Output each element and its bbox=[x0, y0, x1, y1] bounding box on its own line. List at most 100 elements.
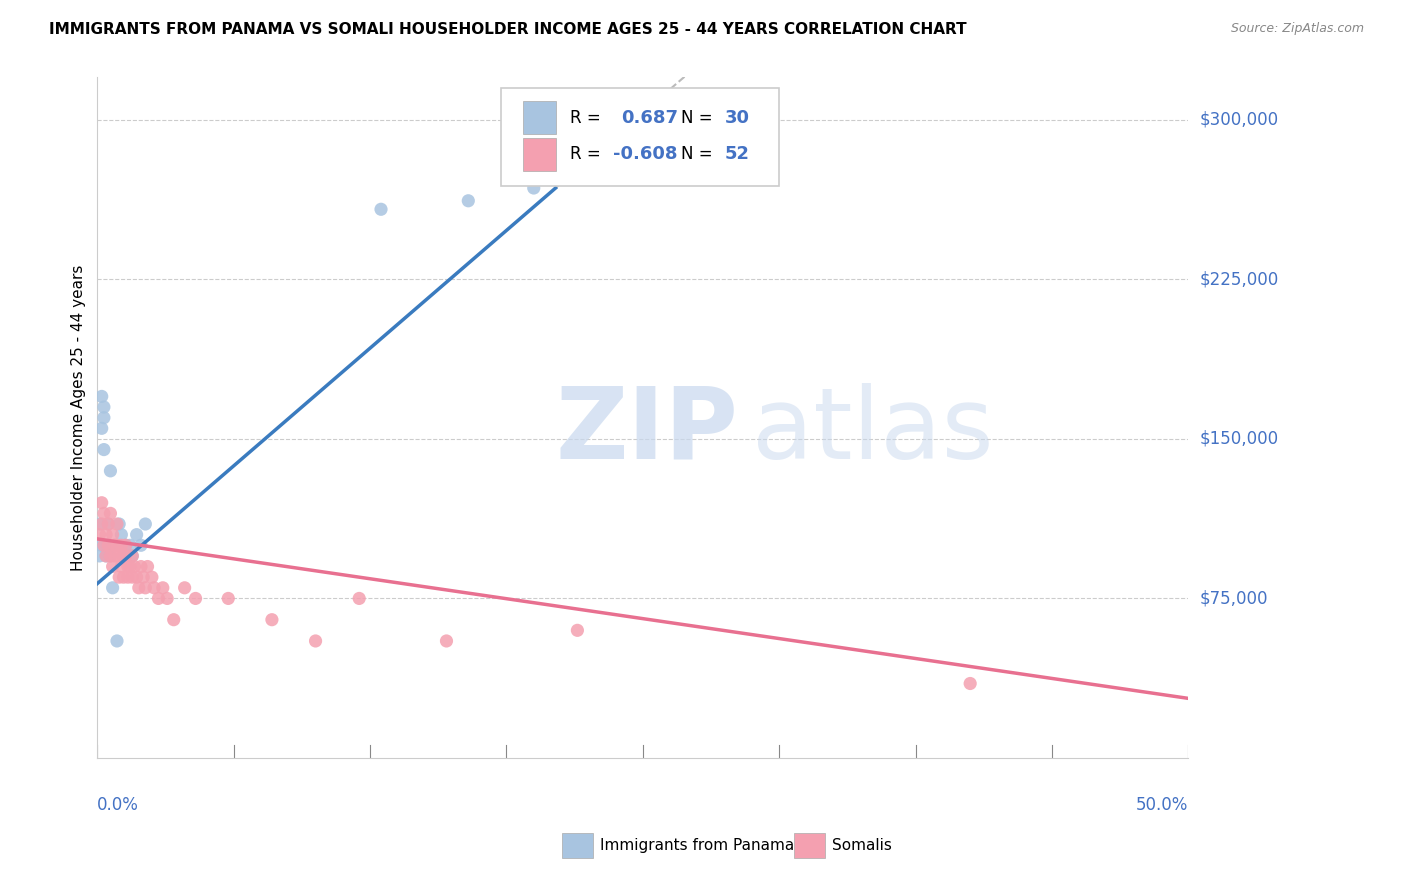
Point bbox=[112, 570, 135, 584]
Point bbox=[370, 202, 392, 217]
Point bbox=[120, 538, 142, 552]
Point bbox=[523, 181, 546, 195]
Point bbox=[90, 538, 112, 552]
Point bbox=[959, 676, 981, 690]
Point bbox=[100, 464, 122, 478]
Text: N =: N = bbox=[681, 109, 713, 127]
Point bbox=[101, 527, 124, 541]
Point bbox=[129, 559, 152, 574]
Text: IMMIGRANTS FROM PANAMA VS SOMALI HOUSEHOLDER INCOME AGES 25 - 44 YEARS CORRELATI: IMMIGRANTS FROM PANAMA VS SOMALI HOUSEHO… bbox=[49, 22, 967, 37]
Text: atlas: atlas bbox=[752, 383, 994, 480]
Point bbox=[114, 538, 136, 552]
Text: N =: N = bbox=[681, 145, 713, 163]
FancyBboxPatch shape bbox=[523, 102, 555, 134]
Point bbox=[347, 591, 370, 606]
Point bbox=[93, 410, 115, 425]
Text: 52: 52 bbox=[724, 145, 749, 163]
Text: $75,000: $75,000 bbox=[1199, 590, 1268, 607]
Point bbox=[114, 538, 136, 552]
Point bbox=[105, 538, 128, 552]
Point bbox=[260, 613, 283, 627]
Point bbox=[100, 549, 122, 563]
Text: Somalis: Somalis bbox=[832, 838, 893, 853]
Point bbox=[89, 527, 111, 541]
Point bbox=[132, 570, 155, 584]
Point bbox=[112, 549, 135, 563]
Point bbox=[114, 549, 136, 563]
Text: ZIP: ZIP bbox=[555, 383, 738, 480]
Text: 30: 30 bbox=[724, 109, 749, 127]
Point bbox=[100, 549, 122, 563]
Point bbox=[121, 549, 143, 563]
Point bbox=[93, 538, 115, 552]
Point bbox=[129, 538, 152, 552]
Point bbox=[104, 538, 127, 552]
Point bbox=[89, 516, 111, 531]
FancyBboxPatch shape bbox=[523, 138, 555, 170]
Point bbox=[94, 549, 117, 563]
Point bbox=[108, 516, 131, 531]
Point bbox=[184, 591, 207, 606]
Point bbox=[567, 624, 589, 638]
Point bbox=[93, 442, 115, 457]
Point bbox=[110, 527, 132, 541]
Point bbox=[110, 559, 132, 574]
Point bbox=[217, 591, 239, 606]
Text: Immigrants from Panama: Immigrants from Panama bbox=[600, 838, 794, 853]
Point bbox=[156, 591, 179, 606]
Point bbox=[97, 516, 120, 531]
Point bbox=[90, 496, 112, 510]
Point bbox=[94, 527, 117, 541]
Point bbox=[125, 527, 148, 541]
Point bbox=[436, 634, 458, 648]
Text: $150,000: $150,000 bbox=[1199, 430, 1278, 448]
Point bbox=[108, 570, 131, 584]
Point bbox=[163, 613, 186, 627]
Point bbox=[104, 538, 127, 552]
Point bbox=[173, 581, 195, 595]
Point bbox=[105, 516, 128, 531]
Point bbox=[110, 538, 132, 552]
Point bbox=[94, 538, 117, 552]
Point bbox=[108, 538, 131, 552]
Point bbox=[100, 507, 122, 521]
Point bbox=[136, 559, 159, 574]
Point bbox=[108, 549, 131, 563]
Point bbox=[128, 581, 150, 595]
Y-axis label: Householder Income Ages 25 - 44 years: Householder Income Ages 25 - 44 years bbox=[72, 265, 86, 571]
Point bbox=[148, 591, 170, 606]
Point bbox=[104, 549, 127, 563]
Text: $225,000: $225,000 bbox=[1199, 270, 1278, 288]
Text: R =: R = bbox=[569, 145, 600, 163]
Point bbox=[120, 559, 142, 574]
Text: 50.0%: 50.0% bbox=[1136, 797, 1188, 814]
Point bbox=[90, 516, 112, 531]
Point bbox=[457, 194, 479, 208]
Point bbox=[304, 634, 326, 648]
Point bbox=[101, 559, 124, 574]
Point bbox=[97, 538, 120, 552]
FancyBboxPatch shape bbox=[501, 87, 779, 186]
Point bbox=[141, 570, 163, 584]
Point bbox=[97, 538, 120, 552]
Text: 0.0%: 0.0% bbox=[97, 797, 139, 814]
Point bbox=[117, 570, 139, 584]
Point bbox=[89, 549, 111, 563]
Point bbox=[143, 581, 166, 595]
Point bbox=[125, 570, 148, 584]
Text: R =: R = bbox=[569, 109, 600, 127]
Point bbox=[90, 389, 112, 403]
Point bbox=[93, 400, 115, 414]
Point bbox=[134, 516, 156, 531]
Point bbox=[97, 516, 120, 531]
Point bbox=[121, 570, 143, 584]
Point bbox=[121, 549, 143, 563]
Point bbox=[93, 507, 115, 521]
Point bbox=[134, 581, 156, 595]
Text: 0.687: 0.687 bbox=[621, 109, 678, 127]
Point bbox=[90, 421, 112, 435]
Point bbox=[105, 634, 128, 648]
Point bbox=[112, 549, 135, 563]
Point bbox=[124, 559, 146, 574]
Point bbox=[152, 581, 174, 595]
